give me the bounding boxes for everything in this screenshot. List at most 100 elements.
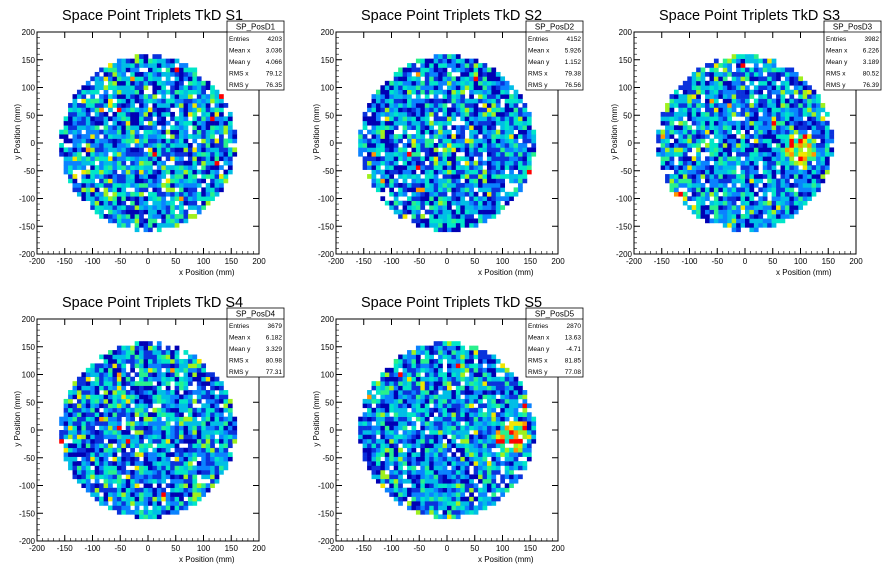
heatmap-bin — [99, 200, 104, 206]
heatmap-bin — [491, 111, 497, 117]
heatmap-bin — [486, 196, 492, 202]
heatmap-bin — [526, 165, 532, 170]
heatmap-bin — [696, 191, 701, 197]
heatmap-bin — [156, 143, 162, 148]
heatmap-bin — [183, 94, 189, 99]
heatmap-bin — [709, 174, 715, 179]
heatmap-bin — [727, 111, 732, 117]
heatmap-bin — [116, 447, 122, 453]
x-axis-label: x Position (mm) — [776, 268, 832, 277]
heatmap-bin — [789, 129, 795, 135]
heatmap-bin — [486, 165, 492, 170]
heatmap-bin — [380, 129, 386, 135]
heatmap-bin — [665, 111, 670, 117]
heatmap-bin — [179, 474, 184, 480]
heatmap-bin — [165, 191, 171, 197]
heatmap-bin — [170, 412, 175, 417]
heatmap-bin — [134, 501, 140, 506]
heatmap-bin — [407, 169, 412, 175]
heatmap-bin — [90, 85, 96, 91]
heatmap-bin — [170, 474, 175, 480]
heatmap-bin — [174, 134, 180, 139]
heatmap-bin — [411, 165, 417, 170]
stats-box-name: SP_PosD3 — [833, 23, 873, 32]
heatmap-bin — [784, 205, 790, 210]
heatmap-bin — [85, 421, 91, 426]
heatmap-bin — [179, 412, 184, 417]
heatmap-bin — [700, 187, 706, 193]
heatmap-bin — [393, 94, 399, 99]
heatmap-bin — [116, 222, 122, 228]
heatmap-bin — [447, 120, 452, 126]
heatmap-bin — [784, 103, 790, 108]
heatmap-bin — [183, 89, 189, 95]
heatmap-bin — [99, 483, 104, 489]
heatmap-bin — [165, 443, 171, 449]
heatmap-bin — [161, 169, 167, 175]
heatmap-bin — [179, 456, 184, 462]
heatmap-bin — [424, 178, 430, 184]
heatmap-bin — [99, 381, 104, 386]
heatmap-bin — [691, 169, 697, 175]
heatmap-bin — [192, 196, 198, 202]
heatmap-bin — [85, 407, 91, 413]
heatmap-bin — [161, 390, 167, 395]
heatmap-bin — [103, 111, 109, 117]
heatmap-bin — [152, 214, 158, 219]
heatmap-bin — [81, 469, 87, 475]
y-tick-label: -150 — [19, 509, 36, 518]
heatmap-bin — [673, 103, 679, 108]
heatmap-bin — [518, 116, 523, 122]
heatmap-bin — [384, 98, 390, 104]
heatmap-bin — [780, 67, 786, 73]
heatmap-bin — [420, 125, 426, 130]
heatmap-bin — [148, 107, 153, 113]
heatmap-bin — [491, 165, 497, 170]
heatmap-bin — [758, 94, 764, 99]
heatmap-bin — [460, 134, 466, 139]
heatmap-bin — [482, 103, 488, 108]
heatmap-bin — [798, 178, 804, 184]
heatmap-bin — [76, 478, 82, 484]
heatmap-bin — [451, 111, 457, 117]
heatmap-bin — [469, 214, 474, 219]
heatmap-bin — [112, 63, 118, 68]
heatmap-bin — [407, 160, 412, 166]
heatmap-bin — [112, 120, 118, 126]
heatmap-bin — [736, 111, 741, 117]
heatmap-bin — [384, 169, 390, 175]
y-tick-label: 100 — [321, 84, 335, 93]
heatmap-bin — [187, 492, 193, 497]
heatmap-bin — [433, 205, 439, 210]
heatmap-bin — [727, 85, 732, 91]
heatmap-bin — [121, 209, 127, 215]
heatmap-bin — [438, 76, 443, 82]
heatmap-bin — [214, 182, 220, 188]
heatmap-bin — [94, 209, 100, 215]
heatmap-bin — [152, 367, 158, 373]
heatmap-bin — [134, 174, 140, 179]
heatmap-bin — [762, 174, 768, 179]
heatmap-bin — [758, 58, 764, 64]
heatmap-bin — [219, 178, 224, 184]
heatmap-bin — [429, 111, 434, 117]
heatmap-bin — [99, 120, 104, 126]
heatmap-bin — [455, 209, 461, 215]
heatmap-bin — [130, 98, 135, 104]
heatmap-bin — [687, 187, 693, 193]
heatmap-bin — [500, 174, 506, 179]
heatmap-bin — [713, 205, 719, 210]
heatmap-bin — [824, 169, 830, 175]
heatmap-bin — [455, 182, 461, 188]
heatmap-bin — [784, 120, 790, 126]
heatmap-bin — [478, 160, 483, 166]
heatmap-bin — [187, 416, 193, 422]
heatmap-bin — [139, 407, 144, 413]
heatmap-bin — [789, 191, 795, 197]
heatmap-bin — [447, 71, 452, 77]
heatmap-bin — [696, 156, 701, 162]
heatmap-bin — [170, 111, 175, 117]
heatmap-bin — [469, 76, 474, 82]
heatmap-bin — [482, 76, 488, 82]
heatmap-bin — [156, 214, 162, 219]
